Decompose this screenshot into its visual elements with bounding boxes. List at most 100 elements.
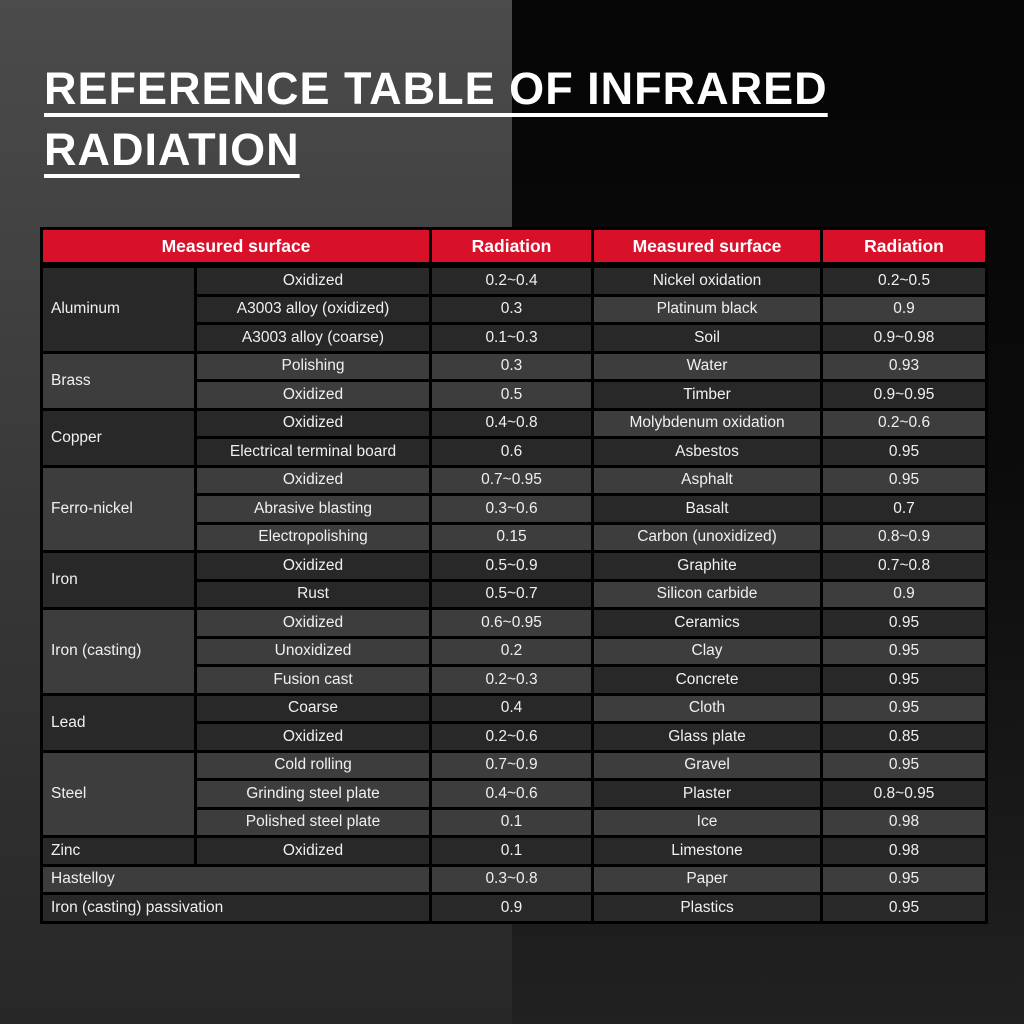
table-row: Iron (casting) Oxidized 0.6~0.95 Ceramics 0.…: [40, 607, 989, 696]
material-cell: Steel: [40, 749, 197, 838]
material-cell: Paper: [591, 863, 824, 895]
column-header-measured-surface-left: Measured surface: [39, 227, 433, 268]
table-row: Electrical terminal board 0.6 Asbestos 0.95: [42, 436, 989, 468]
material-cell: Soil: [591, 322, 824, 354]
radiation-cell: 0.1: [429, 835, 595, 867]
material-cell: Platinum black: [591, 293, 824, 325]
radiation-cell: 0.5: [429, 379, 595, 411]
table-row: Lead Coarse 0.4 Cloth 0.95: [40, 692, 989, 753]
table-row: A3003 alloy (oxidized) 0.3 Platinum black 0…: [42, 293, 989, 325]
table-row: A3003 alloy (coarse) 0.1~0.3 Soil 0.9~0.98: [42, 322, 989, 354]
table-body: Aluminum Oxidized 0.2~0.4 Nickel oxidation 0…: [39, 263, 989, 924]
radiation-cell: 0.5~0.7: [429, 578, 595, 610]
material-cell: Gravel: [591, 749, 824, 781]
material-cell: Aluminum: [40, 263, 197, 354]
radiation-cell: 0.9~0.95: [820, 379, 989, 411]
surface-cell: Oxidized: [193, 407, 433, 439]
material-cell: Glass plate: [591, 721, 824, 753]
radiation-cell: 0.95: [820, 464, 989, 496]
radiation-cell: 0.85: [820, 721, 989, 753]
surface-cell: A3003 alloy (coarse): [193, 322, 433, 354]
table-row: Iron (casting) passivation 0.9 Plastics 0.9…: [39, 892, 989, 924]
surface-cell: Polishing: [193, 350, 433, 382]
radiation-cell: 0.98: [820, 835, 989, 867]
material-cell: Carbon (unoxidized): [591, 521, 824, 553]
surface-cell: Oxidized: [193, 464, 433, 496]
surface-cell: Abrasive blasting: [193, 493, 433, 525]
radiation-cell: 0.95: [820, 749, 989, 781]
radiation-cell: 0.2~0.6: [429, 721, 595, 753]
radiation-cell: 0.95: [820, 863, 989, 895]
radiation-cell: 0.98: [820, 806, 989, 838]
radiation-cell: 0.9: [429, 892, 595, 924]
radiation-cell: 0.2~0.5: [820, 263, 989, 297]
radiation-cell: 0.2~0.6: [820, 407, 989, 439]
material-cell: Nickel oxidation: [591, 263, 824, 297]
table-row: Polished steel plate 0.1 Ice 0.98: [42, 806, 989, 838]
surface-cell: Oxidized: [193, 835, 433, 867]
material-cell: Plastics: [591, 892, 824, 924]
surface-cell: Oxidized: [193, 550, 433, 582]
material-cell: Water: [591, 350, 824, 382]
table-row: Electropolishing 0.15 Carbon (unoxidized) 0…: [42, 521, 989, 553]
radiation-cell: 0.7: [820, 493, 989, 525]
table-row: Unoxidized 0.2 Clay 0.95: [42, 635, 989, 667]
radiation-cell: 0.8~0.95: [820, 778, 989, 810]
column-header-measured-surface-right: Measured surface: [591, 227, 824, 268]
table-row: Ferro-nickel Oxidized 0.7~0.95 Asphalt 0.95: [40, 464, 989, 553]
material-cell: Ferro-nickel: [40, 464, 197, 553]
material-cell: Clay: [591, 635, 824, 667]
table-row: Brass Polishing 0.3 Water 0.93: [40, 350, 989, 411]
surface-cell: Electrical terminal board: [193, 436, 433, 468]
material-cell: Ice: [591, 806, 824, 838]
column-header-radiation-right: Radiation: [820, 227, 989, 268]
radiation-cell: 0.7~0.95: [429, 464, 595, 496]
surface-cell: Oxidized: [193, 263, 433, 297]
material-cell: Silicon carbide: [591, 578, 824, 610]
material-cell: Limestone: [591, 835, 824, 867]
radiation-cell: 0.4~0.6: [429, 778, 595, 810]
surface-cell: Oxidized: [193, 379, 433, 411]
surface-cell: Oxidized: [193, 721, 433, 753]
radiation-cell: 0.9: [820, 578, 989, 610]
radiation-cell: 0.95: [820, 436, 989, 468]
radiation-cell: 0.3~0.6: [429, 493, 595, 525]
radiation-cell: 0.9: [820, 293, 989, 325]
radiation-cell: 0.2~0.4: [429, 263, 595, 297]
radiation-cell: 0.3: [429, 350, 595, 382]
table-row: Fusion cast 0.2~0.3 Concrete 0.95: [42, 664, 989, 696]
table-row: Zinc Oxidized 0.1 Limestone 0.98: [40, 835, 989, 867]
material-cell: Molybdenum oxidation: [591, 407, 824, 439]
radiation-cell: 0.6~0.95: [429, 607, 595, 639]
material-cell: Concrete: [591, 664, 824, 696]
surface-cell: Oxidized: [193, 607, 433, 639]
radiation-cell: 0.95: [820, 892, 989, 924]
radiation-cell: 0.7~0.8: [820, 550, 989, 582]
radiation-cell: 0.4~0.8: [429, 407, 595, 439]
radiation-cell: 0.95: [820, 635, 989, 667]
material-cell: Timber: [591, 379, 824, 411]
radiation-cell: 0.6: [429, 436, 595, 468]
radiation-cell: 0.1~0.3: [429, 322, 595, 354]
page-title: REFERENCE TABLE OF INFRARED RADIATION: [44, 63, 828, 175]
surface-cell: Coarse: [193, 692, 433, 724]
table-row: Steel Cold rolling 0.7~0.9 Gravel 0.95: [40, 749, 989, 838]
radiation-cell: 0.7~0.9: [429, 749, 595, 781]
material-cell: Asphalt: [591, 464, 824, 496]
table-row: Aluminum Oxidized 0.2~0.4 Nickel oxidation 0…: [40, 263, 989, 354]
radiation-cell: 0.5~0.9: [429, 550, 595, 582]
table-row: Grinding steel plate 0.4~0.6 Plaster 0.8~0.…: [42, 778, 989, 810]
table-row: Copper Oxidized 0.4~0.8 Molybdenum oxidatio…: [40, 407, 989, 468]
radiation-cell: 0.2~0.3: [429, 664, 595, 696]
table-row: Hastelloy 0.3~0.8 Paper 0.95: [39, 863, 989, 895]
table-row: Iron Oxidized 0.5~0.9 Graphite 0.7~0.8: [40, 550, 989, 610]
surface-cell: Rust: [193, 578, 433, 610]
column-header-radiation-left: Radiation: [429, 227, 595, 268]
radiation-cell: 0.15: [429, 521, 595, 553]
surface-cell: Electropolishing: [193, 521, 433, 553]
material-cell: Lead: [40, 692, 197, 753]
material-cell: Plaster: [591, 778, 824, 810]
surface-cell: Unoxidized: [193, 635, 433, 667]
radiation-cell: 0.95: [820, 607, 989, 639]
